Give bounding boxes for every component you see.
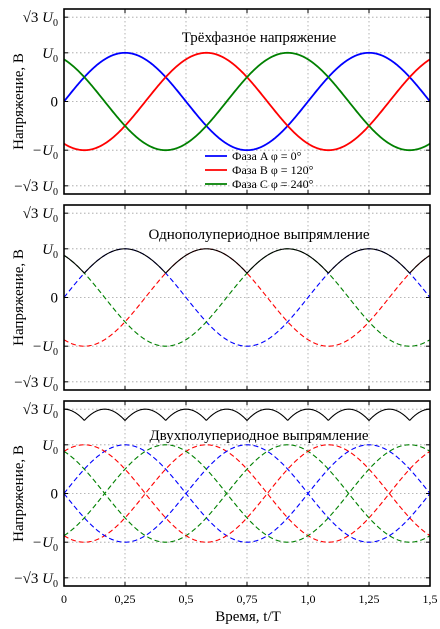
series-line-6: [64, 444, 430, 543]
y-tick-label: U0: [42, 438, 58, 457]
chart-title: Однополупериодное выпрямление: [148, 227, 369, 243]
series-line-1: [64, 51, 430, 152]
y-tick-label: √3 U0: [23, 206, 58, 225]
x-tick-label: 0,25: [115, 592, 136, 606]
legend-label: Фаза C φ = 240°: [232, 177, 314, 191]
x-tick-label: 1,25: [359, 592, 380, 606]
y-tick-label: 0: [51, 95, 59, 111]
y-tick-label: −√3 U0: [14, 179, 58, 198]
y-axis-label: Напряжение, В: [11, 53, 27, 150]
y-tick-label: 0: [51, 291, 59, 307]
chart-panel-2: √3 U0 U0 0 −U0 −√3 U0 Напряжение, В Однополупе…: [11, 204, 431, 394]
y-tick-label: −U0: [32, 143, 58, 162]
series-line-3: [64, 444, 430, 543]
y-axis-label: Напряжение, В: [11, 249, 27, 346]
y-tick-label: −U0: [32, 535, 58, 554]
y-axis-label: Напряжение, В: [11, 445, 27, 542]
x-tick-label: 0: [61, 592, 67, 606]
legend-label: Фаза A φ = 0°: [232, 149, 302, 163]
x-tick-label: 1,0: [301, 592, 316, 606]
x-axis-label: Время, t/T: [215, 609, 281, 625]
x-tick-label: 0,75: [237, 592, 258, 606]
series-line-4: [64, 248, 430, 274]
series-line-4: [64, 444, 430, 543]
series-line-7: [64, 408, 430, 422]
chart-panel-1: √3 U0 U0 0 −U0 −√3 U0 Напряжение, В Трёхфазное…: [11, 8, 431, 198]
chart-title: Двухполупериодное выпрямление: [149, 428, 368, 444]
x-tick-label: 0,5: [179, 592, 194, 606]
legend-label: Фаза B φ = 120°: [232, 163, 314, 177]
y-tick-label: √3 U0: [23, 402, 58, 421]
y-tick-label: U0: [42, 242, 58, 261]
y-tick-label: −√3 U0: [14, 571, 58, 590]
chart-panel-3: √3 U0 U0 0 −U0 −√3 U0 Напряжение, В Двухполупе…: [11, 400, 438, 625]
chart-title: Трёхфазное напряжение: [182, 30, 337, 46]
y-tick-label: U0: [42, 46, 58, 65]
series-line-3: [64, 51, 430, 152]
y-tick-label: 0: [51, 487, 59, 503]
y-tick-label: −√3 U0: [14, 375, 58, 394]
y-tick-label: −U0: [32, 339, 58, 358]
x-tick-label: 1,5: [423, 592, 438, 606]
legend: Фаза A φ = 0°Фаза B φ = 120°Фаза C φ = 2…: [205, 149, 314, 191]
series-line-1: [64, 444, 430, 543]
y-tick-label: √3 U0: [23, 10, 58, 29]
